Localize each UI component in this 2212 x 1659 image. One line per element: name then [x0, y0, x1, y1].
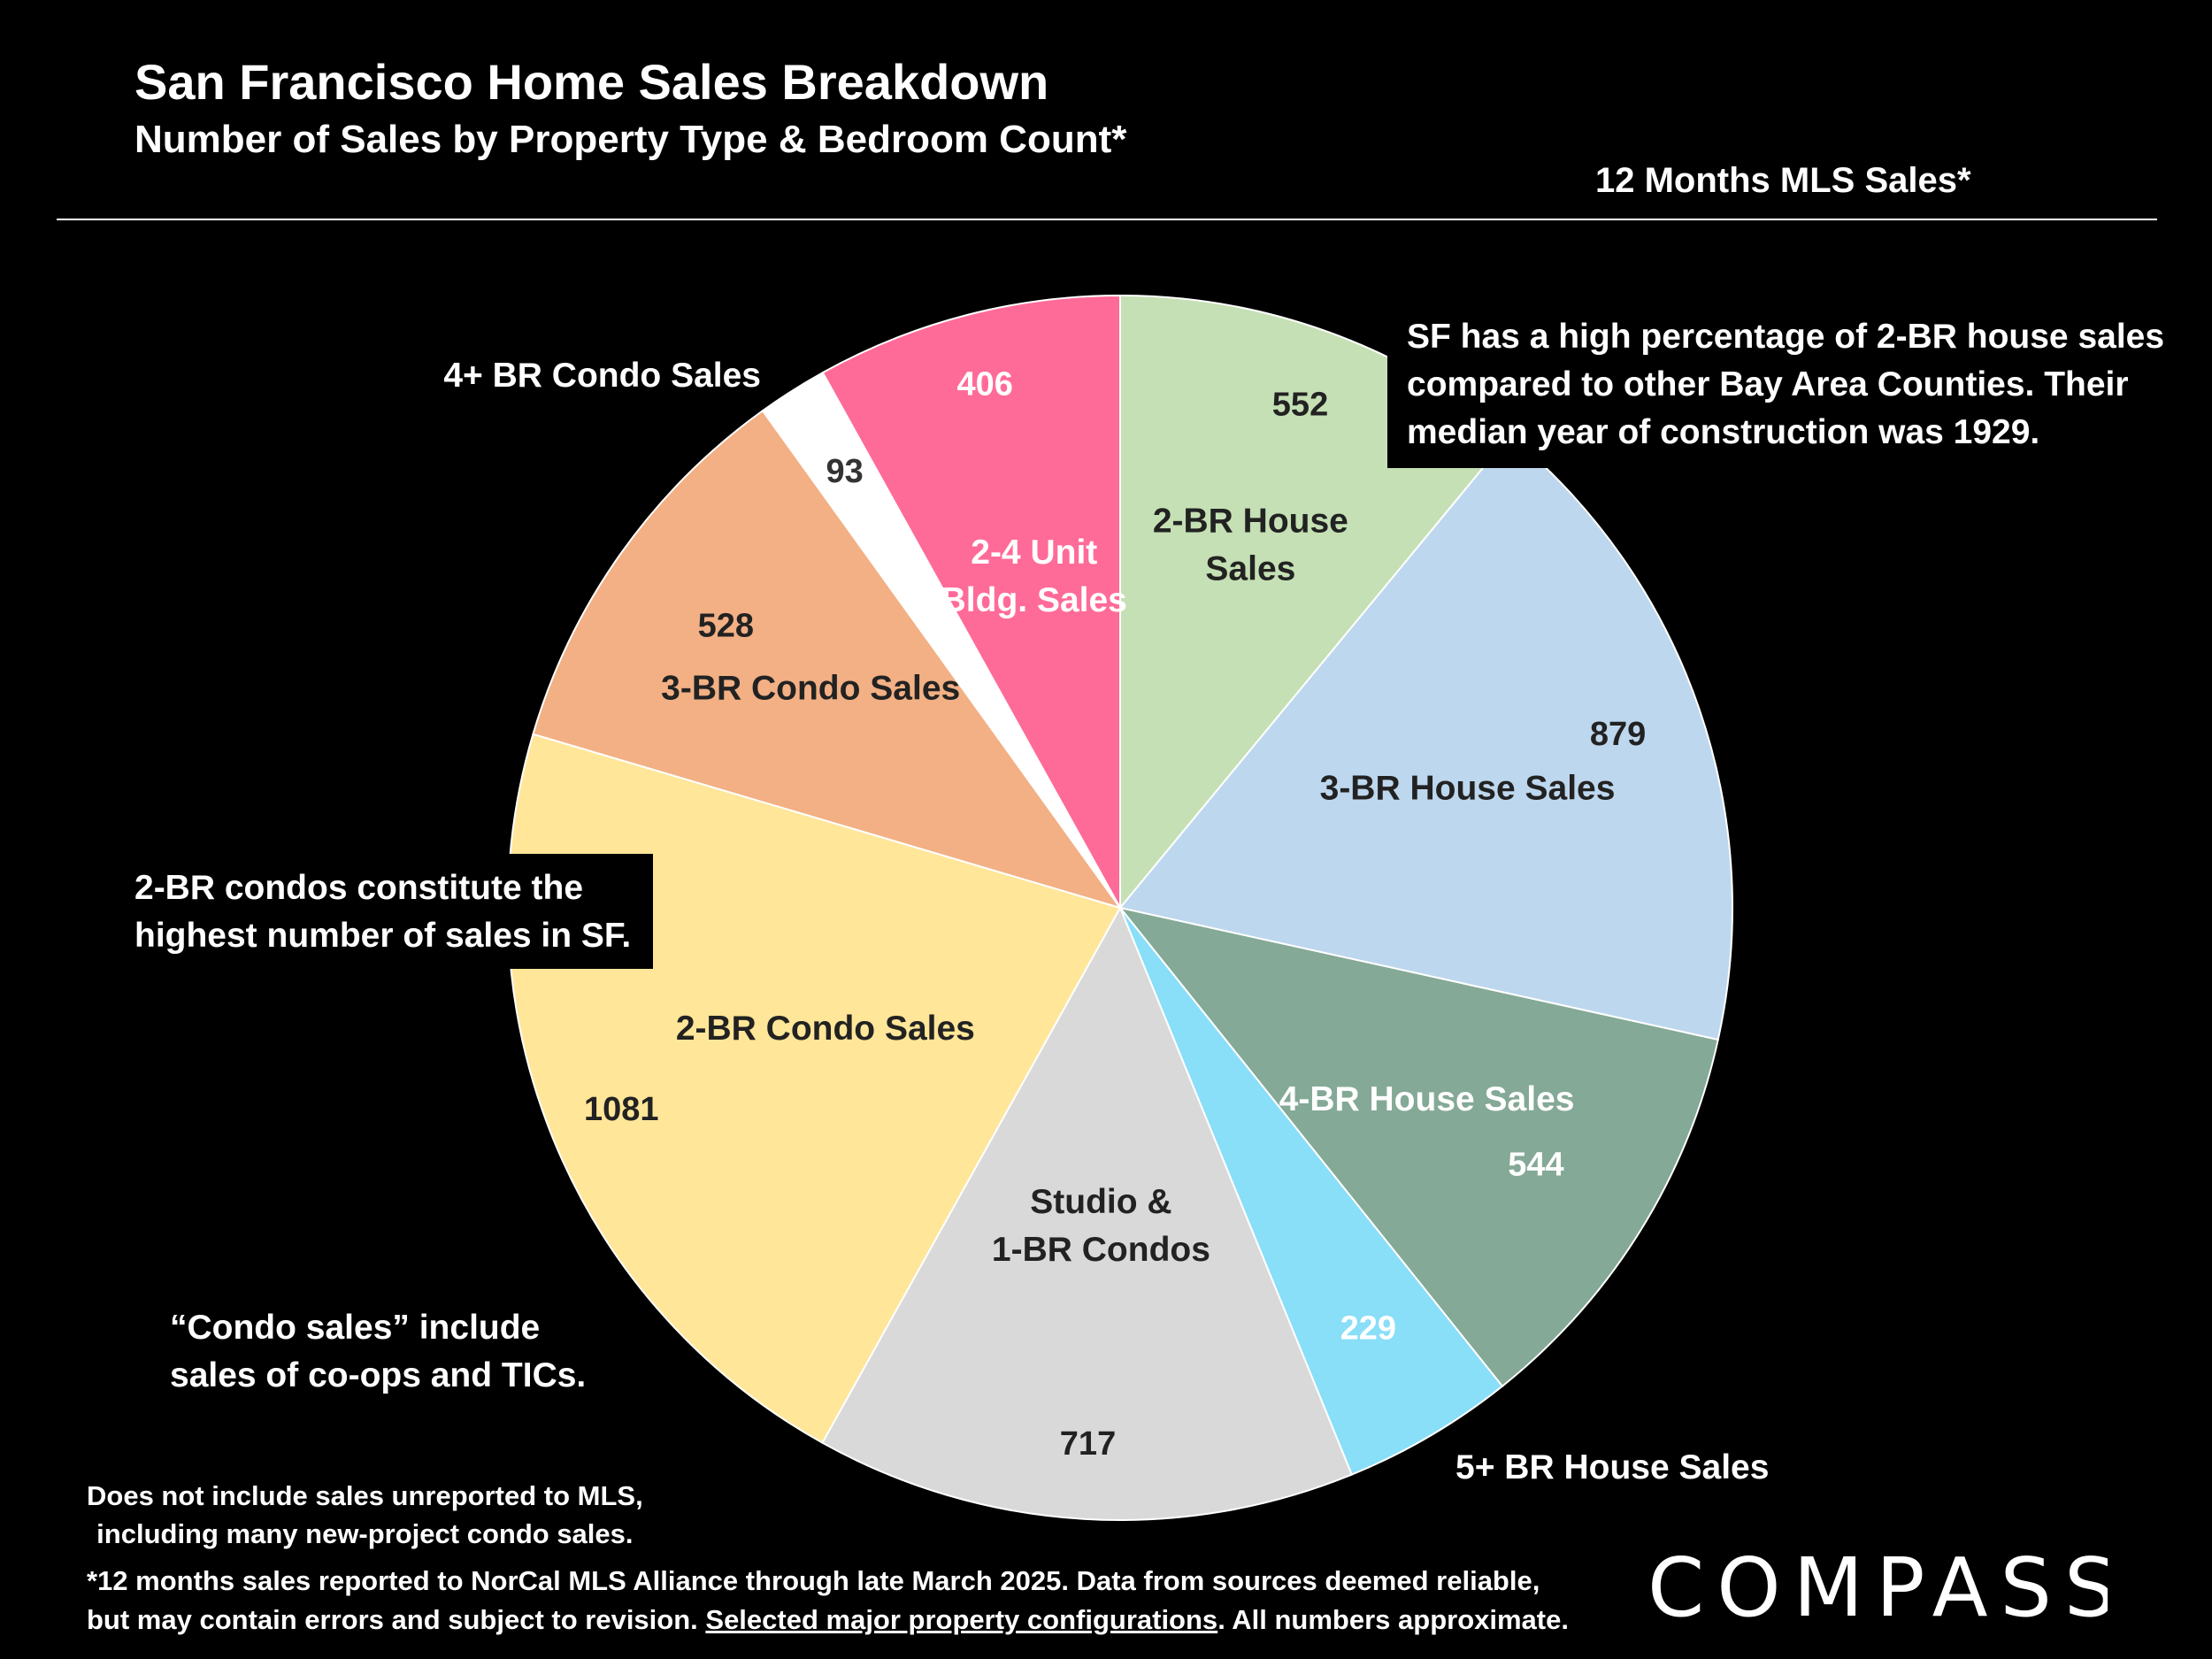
slice-category-label: 4-BR House Sales — [1279, 1080, 1575, 1118]
note-line: Does not include sales unreported to MLS… — [87, 1480, 643, 1511]
footnote-text: . All numbers approximate. — [1217, 1604, 1569, 1636]
pie-slice — [1119, 907, 1504, 1476]
footnote: *12 months sales reported to NorCal MLS … — [87, 1562, 1569, 1640]
slice-category-label: 2-4 Unit Bldg. Sales — [941, 534, 1127, 619]
slice-category-label-line: 3-BR House Sales — [1320, 770, 1616, 808]
callout-line: median year of construction was 1929. — [1407, 412, 2040, 451]
slice-value-label: 879 — [1590, 716, 1646, 753]
footnote-link[interactable]: Selected major property configurations — [705, 1604, 1218, 1636]
slice-category-label: Studio & 1-BR Condos — [992, 1183, 1210, 1269]
slice-category-label: 4+ BR Condo Sales — [443, 357, 761, 395]
slice-category-label-line: Studio & — [1030, 1183, 1171, 1221]
callout-line: SF has a high percentage of 2-BR house s… — [1407, 318, 2165, 356]
pie-slice — [821, 294, 1121, 911]
slice-category-label-line: 2-4 Unit — [971, 534, 1097, 572]
slice-value-label: 229 — [1340, 1310, 1396, 1347]
slice-category-label: 2-BR Condo Sales — [676, 1010, 975, 1048]
pie-slice — [1118, 434, 1733, 1041]
slice-category-label-line: Sales — [1205, 550, 1295, 588]
footnote-line-1: *12 months sales reported to NorCal MLS … — [87, 1565, 1540, 1596]
slice-value-label: 406 — [956, 366, 1012, 403]
note-line: “Condo sales” include — [170, 1309, 541, 1347]
compass-logo-mark: COMPASS — [1647, 1540, 2116, 1635]
pie-slice — [821, 905, 1354, 1521]
callout-line: 2-BR condos constitute the — [134, 869, 584, 907]
slice-category-label: 2-BR House Sales — [1153, 503, 1348, 588]
slice-category-label-line: 4+ BR Condo Sales — [443, 357, 761, 395]
slice-value-label: 544 — [1508, 1147, 1563, 1184]
header-divider — [57, 219, 2157, 220]
slice-category-label: 3-BR House Sales — [1320, 770, 1616, 808]
note-line: sales of co-ops and TICs. — [170, 1356, 587, 1394]
slice-category-label-line: 2-BR Condo Sales — [676, 1010, 975, 1048]
slice-category-label: 3-BR Condo Sales — [661, 670, 960, 708]
compass-logo: COMPASS — [1647, 1540, 2116, 1635]
footnote-text: but may contain errors and subject to re… — [87, 1604, 706, 1636]
pie-slice — [1118, 906, 1719, 1388]
slice-value-label: 93 — [826, 453, 863, 490]
callout-line: highest number of sales in SF. — [134, 916, 632, 955]
slice-category-label-line: 2-BR House — [1153, 503, 1348, 541]
slice-value-label: 528 — [698, 607, 754, 644]
chart-subtitle: Number of Sales by Property Type & Bedro… — [134, 118, 1127, 161]
slice-value-label: 552 — [1272, 386, 1328, 423]
logo-text: COMPASS — [1647, 1540, 2108, 1628]
slice-category-label-line: 5+ BR House Sales — [1455, 1448, 1769, 1486]
chart-title: San Francisco Home Sales Breakdown — [134, 54, 1049, 110]
period-label: 12 Months MLS Sales* — [1595, 161, 1971, 200]
note-line: including many new-project condo sales. — [96, 1517, 634, 1549]
pie-slice — [507, 733, 1122, 1445]
callout-2br-house: SF has a high percentage of 2-BR house s… — [1387, 306, 2205, 469]
slice-category-label-line: Bldg. Sales — [941, 581, 1127, 619]
slice-category-label-line: 3-BR Condo Sales — [661, 670, 960, 708]
slice-category-label-line: 4-BR House Sales — [1279, 1080, 1575, 1118]
slice-category-label-line: 1-BR Condos — [992, 1231, 1210, 1269]
condo-definition-note: “Condo sales” include sales of co-ops an… — [170, 1304, 586, 1400]
callout-2br-condo: 2-BR condos constitute the highest numbe… — [124, 854, 653, 969]
slice-value-label: 1081 — [584, 1091, 659, 1128]
callout-line: compared to other Bay Area Counties. The… — [1407, 365, 2129, 403]
slice-category-label: 5+ BR House Sales — [1455, 1448, 1769, 1486]
pie-slice — [532, 409, 1123, 910]
slice-value-label: 717 — [1060, 1425, 1116, 1463]
footnote-line-2: but may contain errors and subject to re… — [87, 1601, 1569, 1640]
mls-note: Does not include sales unreported to MLS… — [87, 1478, 643, 1554]
